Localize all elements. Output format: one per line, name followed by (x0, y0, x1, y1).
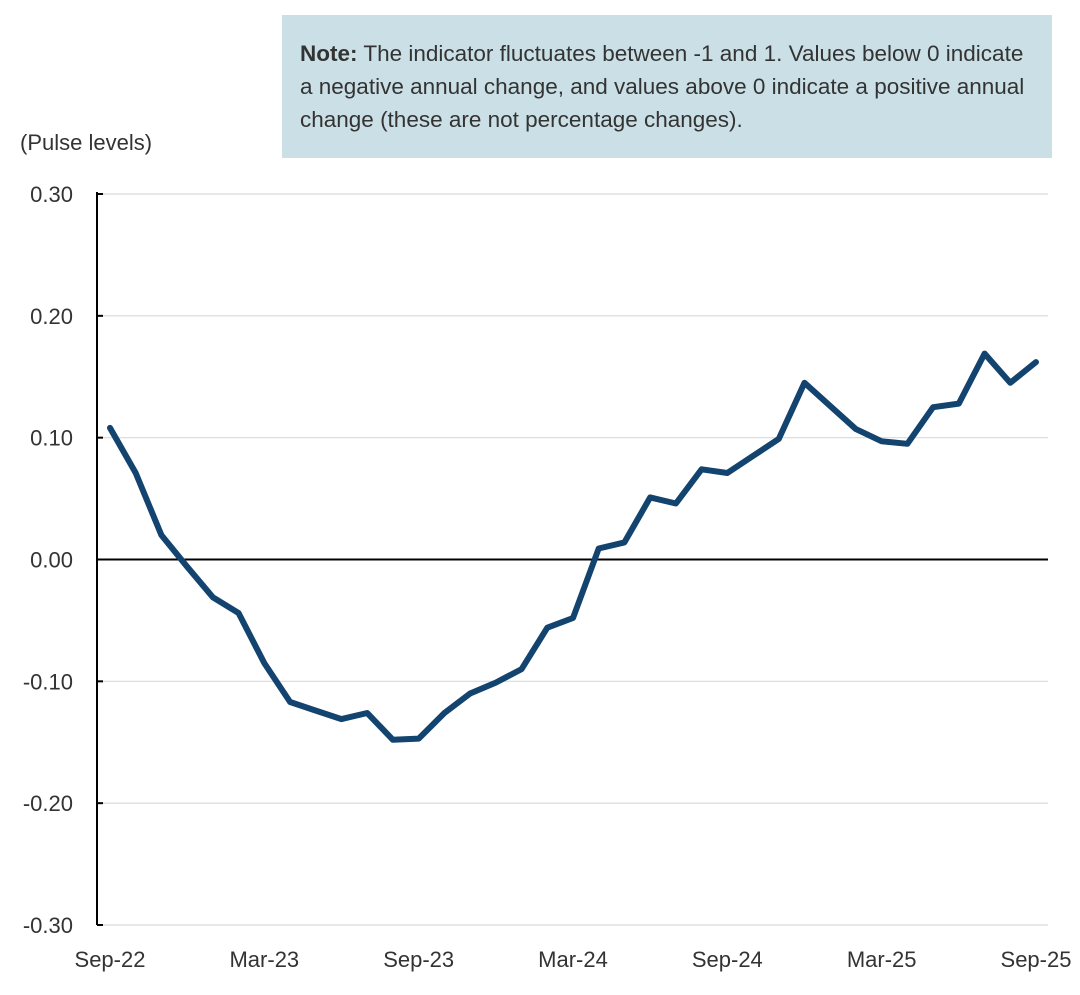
y-tick-label: 0.10 (30, 426, 73, 451)
x-tick-label: Sep-22 (75, 947, 146, 972)
note-bold: Note: (300, 41, 358, 66)
y-tick-label: -0.10 (23, 669, 73, 694)
y-tick-label: -0.30 (23, 913, 73, 938)
y-tick-label: 0.00 (30, 548, 73, 573)
y-axis-label: (Pulse levels) (20, 130, 153, 155)
series-line (107, 350, 1039, 743)
x-tick-label: Sep-23 (383, 947, 454, 972)
x-tick-label: Mar-24 (538, 947, 608, 972)
x-tick-label: Mar-25 (847, 947, 917, 972)
x-tick-label: Sep-24 (692, 947, 763, 972)
y-tick-label: -0.20 (23, 791, 73, 816)
y-tick-label: 0.30 (30, 182, 73, 207)
x-tick-label: Mar-23 (229, 947, 299, 972)
y-tick-label: 0.20 (30, 304, 73, 329)
x-tick-label: Sep-25 (1001, 947, 1072, 972)
note-box: Note: The indicator fluctuates between -… (282, 15, 1052, 158)
note-text: The indicator fluctuates between -1 and … (300, 41, 1025, 132)
